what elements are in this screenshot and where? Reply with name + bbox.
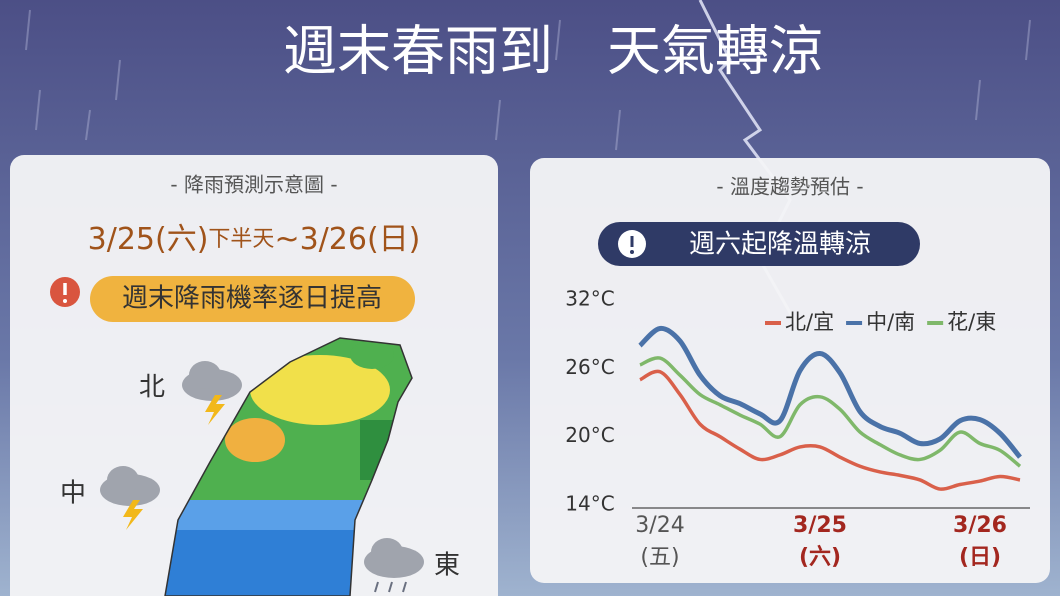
rain-icon (364, 538, 424, 593)
legend-label: 中/南 (866, 310, 915, 334)
temperature-chart: 32°C 26°C 20°C 14°C 3/24 (五) 3/25 (六) 3/26 (日) 北/宜… (565, 287, 1030, 570)
date-part: ~3/26(日) (274, 222, 420, 257)
storm-icon (100, 466, 160, 530)
panel-header: - 降雨預測示意圖 - (170, 173, 337, 197)
y-tick-label: 14°C (565, 492, 614, 516)
legend-label: 花/東 (947, 310, 996, 334)
alert-text: 週末降雨機率逐日提高 (122, 284, 382, 314)
series-line (638, 325, 1022, 459)
legend-label: 北/宜 (785, 310, 834, 334)
region-label: 東 (434, 551, 460, 581)
badge-icon-dot (630, 250, 634, 254)
x-tick-label: 3/24 (五) (635, 513, 684, 570)
map-outline (164, 337, 413, 596)
rain-streaks (25, 9, 1031, 151)
date-range: 3/25(六)下半天~3/26(日) (88, 222, 421, 257)
y-tick-label: 32°C (565, 287, 614, 311)
storm-icon (182, 361, 242, 425)
alert-pill (90, 276, 415, 322)
panel-header: - 溫度趨勢預估 - (716, 175, 863, 199)
series-line (639, 356, 1022, 468)
date-part: 下半天 (208, 227, 274, 252)
date-part: 3/25(六) (88, 222, 209, 257)
region-label: 北 (139, 373, 165, 403)
badge (598, 222, 920, 266)
region-label: 中 (60, 479, 86, 509)
page-title: 週末春雨到 天氣轉涼 (283, 20, 823, 83)
series-line (639, 369, 1021, 491)
y-tick-label: 26°C (565, 355, 614, 379)
y-tick-label: 20°C (565, 423, 614, 447)
alert-icon-dot (63, 299, 67, 303)
x-tick-label: 3/26 (日) (953, 513, 1007, 570)
x-tick-label: 3/25 (六) (793, 513, 847, 570)
badge-text: 週六起降溫轉涼 (689, 230, 871, 260)
